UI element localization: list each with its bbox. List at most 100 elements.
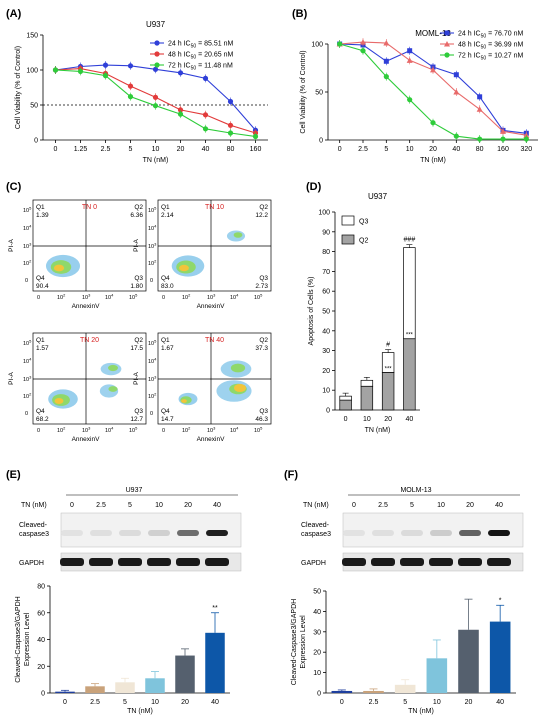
data-point (152, 66, 159, 72)
data-point (127, 94, 134, 100)
y-tick-label: 0 (326, 408, 330, 415)
x-tick-label: 160 (497, 146, 509, 153)
density-core-q2 (233, 232, 243, 238)
flow-plot-frame (32, 332, 147, 425)
band-gapdh (342, 558, 366, 566)
band-gapdh (118, 558, 142, 566)
quadrant-label-q3: Q3 (134, 275, 143, 282)
quadrant-value-q4: 90.4 (36, 283, 49, 290)
x-tick-label: 102 (182, 426, 191, 435)
x-tick-label: 2.5 (90, 699, 100, 706)
data-point (202, 75, 209, 81)
data-point (383, 58, 389, 64)
data-point (476, 106, 483, 112)
x-tick-label: 5 (403, 699, 407, 706)
x-tick-label: 2.5 (369, 699, 379, 706)
y-tick-label: 10 (322, 388, 330, 395)
y-tick-label: 102 (148, 392, 157, 401)
x-axis-label: TN (nM) (365, 427, 391, 434)
bar (55, 691, 75, 693)
y-tick-label: 105 (23, 339, 32, 348)
density-core-q3 (108, 386, 118, 392)
lane-label: 20 (466, 502, 474, 509)
density-peak (179, 264, 189, 272)
y-tick-label: 100 (311, 42, 323, 49)
band-gapdh (400, 558, 424, 566)
y-tick-zero: 0 (150, 411, 153, 417)
quadrant-value-q2: 17.5 (130, 345, 143, 352)
x-tick-label: 160 (250, 146, 262, 153)
x-tick-zero: 0 (162, 295, 165, 301)
x-tick-label: 80 (476, 146, 484, 153)
quadrant-value-q4: 83.0 (161, 283, 174, 290)
x-tick-label: 105 (129, 293, 138, 302)
x-tick-label: 40 (452, 146, 460, 153)
y-tick-label: 104 (23, 224, 32, 233)
y-tick-zero: 0 (150, 278, 153, 284)
x-tick-label: 1.25 (74, 146, 88, 153)
quadrant-label-q2: Q2 (134, 204, 143, 211)
y-tick-label: 0 (34, 138, 38, 145)
flow-x-axis-label: AnnexinV (72, 436, 100, 443)
bar (489, 621, 511, 693)
bar (115, 682, 135, 693)
flow-y-axis-label: PI-A (8, 239, 15, 252)
tn-label: TN 0 (82, 204, 97, 211)
quadrant-value-q1: 1.57 (36, 345, 49, 352)
quadrant-label-q4: Q4 (161, 408, 170, 415)
data-point (252, 133, 259, 140)
x-tick-label: 320 (520, 146, 532, 153)
y-tick-label: 104 (148, 224, 157, 233)
legend-label-q3: Q3 (359, 219, 368, 226)
data-point (77, 68, 84, 74)
x-tick-label: 105 (254, 426, 263, 435)
y-tick-label: 50 (322, 309, 330, 316)
data-point (453, 89, 460, 95)
y-tick-label: 105 (23, 206, 32, 215)
y-tick-label: 105 (148, 339, 157, 348)
legend-label-q2: Q2 (359, 238, 368, 245)
data-point (477, 136, 483, 142)
band-gapdh (487, 558, 511, 566)
lane-label: 10 (155, 502, 163, 509)
y-tick-label: 80 (322, 249, 330, 256)
data-point (523, 132, 530, 138)
y-axis-label-line1: Cleaved-Caspase3/GAPDH (15, 596, 22, 682)
x-tick-zero: 0 (37, 295, 40, 301)
x-tick-label: 104 (230, 426, 239, 435)
lane-label: 5 (410, 502, 414, 509)
tn-label: TN 20 (80, 337, 99, 344)
quadrant-label-q3: Q3 (259, 408, 268, 415)
quadrant-label-q1: Q1 (161, 337, 170, 344)
band-gapdh (429, 558, 453, 566)
quadrant-label-q4: Q4 (36, 275, 45, 282)
lane-label: 5 (128, 502, 132, 509)
y-tick-label: 60 (322, 289, 330, 296)
band-gapdh (89, 558, 113, 566)
x-axis-label: TN (nM) (408, 708, 434, 715)
y-axis-label-line2: Expression Level (300, 615, 307, 669)
quadrant-value-q3: 12.7 (130, 416, 143, 423)
x-tick-label: 40 (405, 416, 413, 423)
density-peak (54, 398, 64, 404)
y-tick-label: 103 (23, 375, 32, 384)
significance-q2: *** (406, 333, 414, 339)
chart-title: U937 (146, 20, 166, 29)
data-point (337, 41, 343, 47)
density-peak-q3 (234, 384, 246, 392)
y-tick-label: 103 (23, 242, 32, 251)
band-label-line2: caspase3 (301, 531, 331, 538)
legend-entry: 24 h IC50 = 76.70 nM (458, 31, 523, 40)
density-core-q2 (108, 364, 118, 372)
x-tick-label: 10 (406, 146, 414, 153)
x-tick-label: 40 (202, 146, 210, 153)
western-blot-e: U937 TN (nM) 0 2.5 5 10 20 40 Cleaved-caspase3 GA… (19, 487, 242, 572)
x-tick-label: 103 (82, 293, 91, 302)
data-point (227, 122, 234, 128)
bar (205, 632, 225, 693)
data-point (52, 67, 59, 73)
